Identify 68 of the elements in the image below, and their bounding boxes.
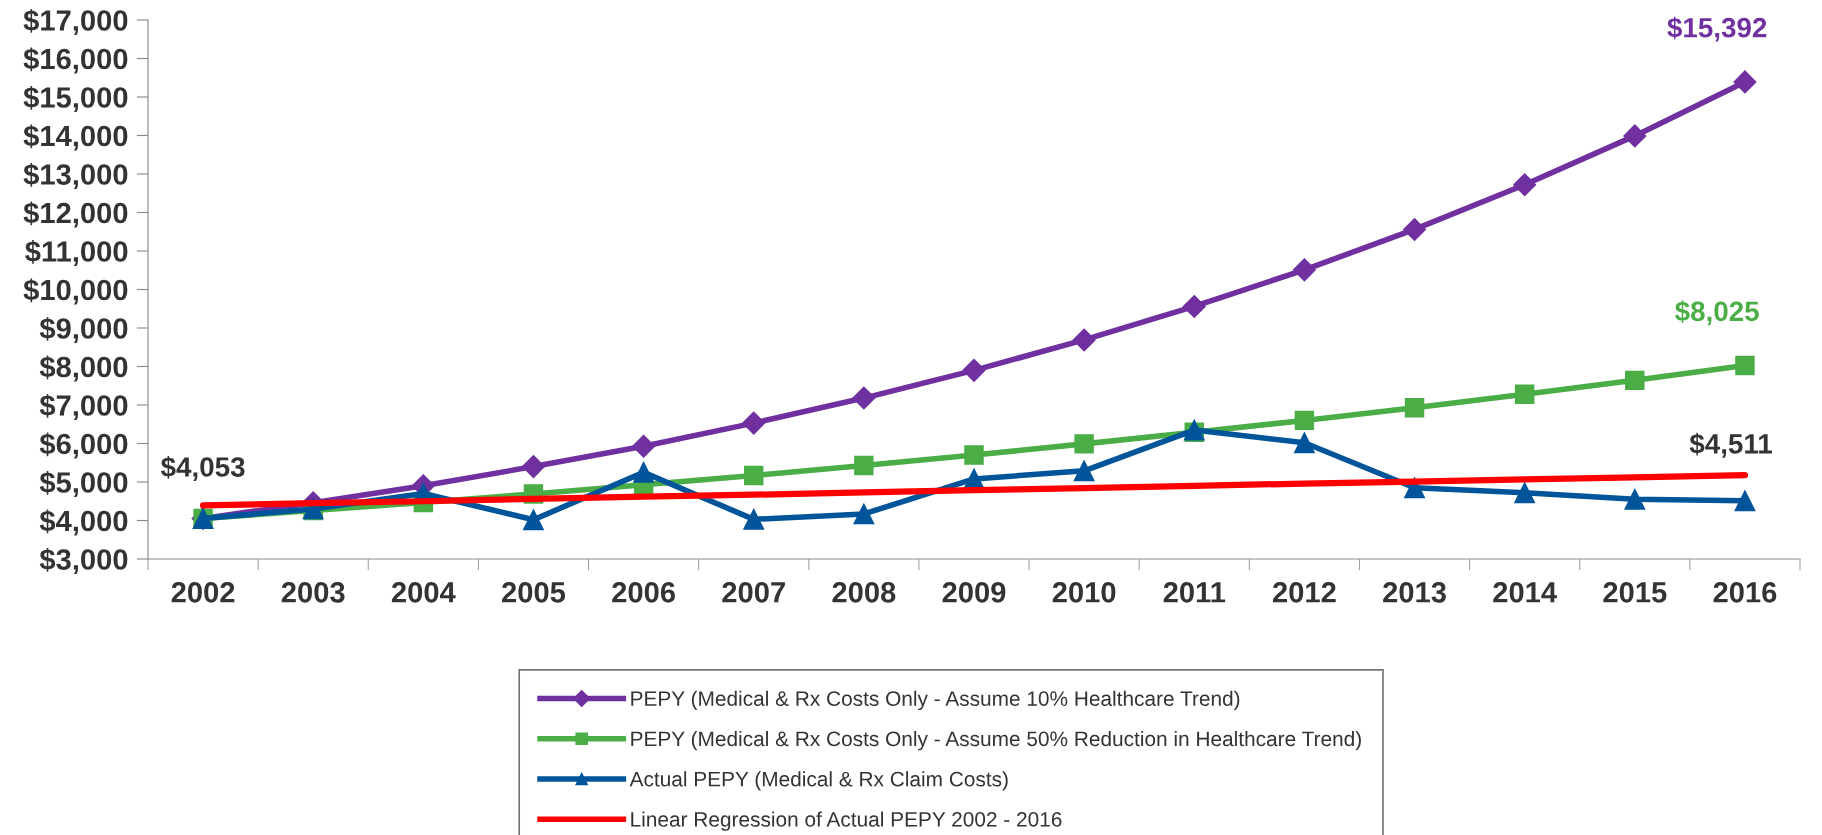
point	[1073, 460, 1095, 482]
point	[854, 455, 874, 476]
point	[1404, 397, 1425, 418]
point	[964, 445, 984, 465]
y-tick-label: $12,000	[23, 201, 128, 228]
x-tick-label: 2015	[1603, 581, 1667, 603]
point	[1292, 258, 1316, 282]
point	[1735, 355, 1755, 376]
legend-label: Actual PEPY (Medical & Rx Claim Costs)	[629, 771, 1008, 791]
annotation: $8,025	[1675, 300, 1759, 326]
point	[1513, 173, 1537, 197]
point	[1733, 70, 1757, 94]
x-tick-label: 2007	[722, 581, 785, 603]
x-tick-label: 2016	[1713, 581, 1777, 603]
x-tick-label: 2010	[1052, 581, 1116, 603]
y-tick-label: $10,000	[23, 278, 128, 305]
point	[852, 386, 876, 410]
point	[1625, 370, 1645, 391]
y-tick-label: $16,000	[23, 47, 128, 74]
point	[1734, 490, 1756, 512]
x-tick-label: 2003	[281, 581, 345, 603]
y-tick-label: $15,000	[23, 85, 128, 113]
x-tick-label: 2011	[1163, 581, 1226, 603]
annotation: $4,511	[1689, 432, 1772, 458]
y-tick-label: $14,000	[23, 124, 128, 151]
point	[1403, 217, 1427, 241]
annotation: $15,392	[1667, 16, 1767, 42]
point	[633, 461, 655, 483]
annotation: $4,053	[160, 455, 245, 481]
point	[1074, 434, 1094, 454]
x-tick-label: 2014	[1493, 581, 1557, 603]
point	[523, 509, 544, 531]
y-tick-label: $11,000	[25, 239, 128, 267]
x-tick-label: 2005	[502, 581, 566, 603]
legend-label: PEPY (Medical & Rx Costs Only - Assume 50% Reduction in Healthcare Trend)	[631, 730, 1361, 751]
y-tick-label: $9,000	[39, 316, 128, 344]
point	[632, 434, 656, 458]
x-tick-label: 2002	[171, 581, 235, 603]
y-tick-label: $7,000	[39, 393, 128, 421]
y-tick-label: $6,000	[39, 432, 128, 459]
y-tick-label: $17,000	[23, 8, 128, 36]
point	[1293, 432, 1315, 454]
point	[1294, 410, 1315, 431]
point	[1623, 124, 1647, 148]
x-tick-label: 2008	[832, 581, 896, 603]
point	[521, 455, 545, 479]
x-tick-label: 2006	[612, 581, 675, 603]
legend-label: Linear Regression of Actual PEPY 2002 - 2016	[631, 811, 1062, 831]
y-tick-label: $13,000	[23, 162, 128, 190]
point	[1624, 488, 1646, 510]
x-tick-label: 2012	[1272, 581, 1336, 603]
point	[1072, 328, 1096, 352]
point	[1514, 384, 1535, 404]
y-tick-label: $8,000	[39, 355, 128, 382]
point	[744, 465, 764, 486]
x-tick-label: 2013	[1383, 581, 1446, 603]
point	[962, 358, 986, 382]
point	[1182, 294, 1206, 318]
y-tick-label: $3,000	[39, 547, 128, 575]
y-tick-label: $5,000	[39, 470, 128, 498]
legend-label: PEPY (Medical & Rx Costs Only - Assume 10% Healthcare Trend)	[631, 690, 1240, 711]
point	[853, 503, 875, 525]
point	[743, 508, 765, 530]
point	[742, 411, 766, 435]
y-tick-label: $4,000	[39, 509, 128, 536]
point	[1514, 482, 1536, 504]
x-tick-label: 2009	[942, 581, 1006, 603]
x-tick-label: 2004	[391, 581, 456, 603]
